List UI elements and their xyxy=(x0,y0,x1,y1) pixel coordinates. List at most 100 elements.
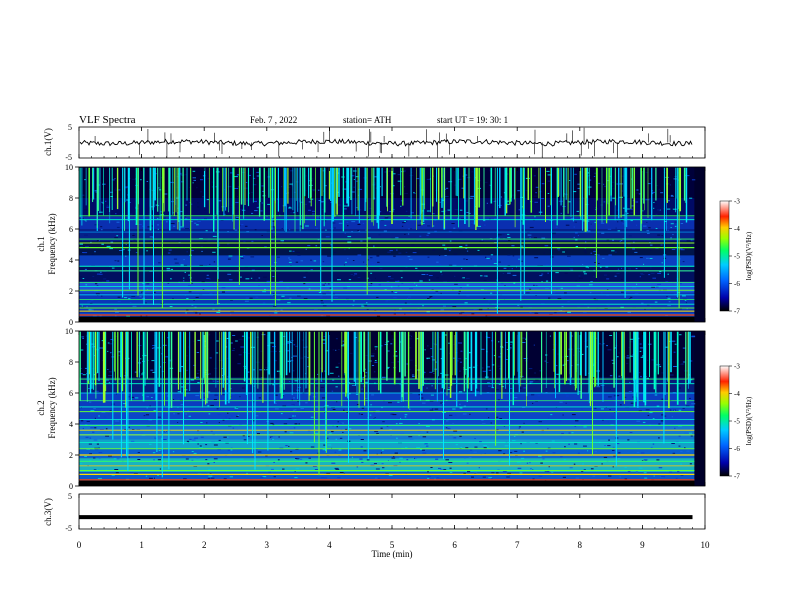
spectrum-speckle xyxy=(514,450,518,452)
spectrum-speckle xyxy=(415,267,418,269)
spectrum-speckle xyxy=(331,431,334,433)
spectrum-speckle xyxy=(337,279,341,281)
spectrum-speckle xyxy=(370,404,372,406)
spectrum-speckle xyxy=(374,360,377,361)
spectrum-speckle xyxy=(283,423,288,425)
spectrum-speckle xyxy=(593,298,596,300)
spectrum-speckle xyxy=(386,281,390,283)
spectrum-speckle xyxy=(404,313,406,315)
spectrum-speckle xyxy=(487,431,489,433)
spectrum-speckle xyxy=(678,243,683,245)
spectrum-speckle xyxy=(308,201,312,203)
spectrum-speckle xyxy=(166,221,168,223)
spectrum-band xyxy=(79,424,695,440)
spectrum-speckle xyxy=(296,206,301,208)
spectrum-speckle xyxy=(242,433,246,435)
spectrum-speckle xyxy=(235,202,239,203)
spectrum-speckle xyxy=(93,439,98,441)
spectrum-speckle xyxy=(574,443,578,445)
spectrum-speckle xyxy=(447,209,451,211)
spectrum-speckle xyxy=(176,212,180,214)
spectrum-speckle xyxy=(517,260,521,262)
spectrum-speckle xyxy=(612,466,614,468)
spectrum-speckle xyxy=(430,348,433,350)
spectrum-speckle xyxy=(640,404,644,406)
spectrum-speckle xyxy=(310,446,315,448)
spectrum-speckle xyxy=(419,397,424,399)
spectrum-speckle xyxy=(570,217,575,219)
spectrum-speckle xyxy=(503,267,507,269)
spectrum-speckle xyxy=(534,216,536,218)
spectrum-speckle xyxy=(577,199,580,201)
spectrum-speckle xyxy=(442,305,446,307)
spectrum-speckle xyxy=(475,391,480,393)
spectrum-speckle xyxy=(447,427,451,429)
spectrum-speckle xyxy=(456,419,459,421)
spectrum-speckle xyxy=(362,376,365,378)
spectrum-speckle xyxy=(297,401,301,403)
spectrum-speckle xyxy=(420,449,423,451)
spectrum-speckle xyxy=(85,436,89,438)
spectrum-speckle xyxy=(404,447,408,449)
spectrum-speckle xyxy=(270,422,274,424)
spectrum-speckle xyxy=(397,401,400,403)
spectrum-speckle xyxy=(453,227,456,229)
spectrum-speckle xyxy=(646,222,648,223)
spectrum-speckle xyxy=(351,221,356,223)
spectrum-speckle xyxy=(274,394,278,396)
spectrum-speckle xyxy=(272,312,275,314)
spectrum-speckle xyxy=(464,457,466,459)
spectrum-speckle xyxy=(234,407,239,409)
spectrum-speckle xyxy=(100,271,102,273)
spectrum-speckle xyxy=(295,261,299,263)
spectrum-speckle xyxy=(111,230,114,232)
spectrum-speckle xyxy=(499,368,501,370)
spectrum-speckle xyxy=(431,408,434,410)
spectrum-speckle xyxy=(227,186,232,188)
spectrum-speckle xyxy=(178,229,181,231)
spectrum-speckle xyxy=(133,239,136,241)
spectrum-speckle xyxy=(147,226,151,228)
spectrum-speckle xyxy=(322,262,325,264)
spectrum-speckle xyxy=(326,437,329,439)
spectrum-speckle xyxy=(405,266,408,268)
spectrum-speckle xyxy=(247,353,250,354)
spectrum-speckle xyxy=(607,445,611,447)
spectrum-speckle xyxy=(117,260,120,262)
spectrum-speckle xyxy=(601,292,603,294)
spectrum-speckle xyxy=(177,413,180,415)
spectrum-speckle xyxy=(386,368,389,369)
spectrum-speckle xyxy=(479,240,484,242)
spectrum-speckle xyxy=(178,245,182,247)
spectrum-speckle xyxy=(360,413,363,415)
spectrum-speckle xyxy=(399,457,403,459)
spectrum-speckle xyxy=(135,252,138,253)
spectrum-speckle xyxy=(392,173,396,175)
spectrum-speckle xyxy=(192,170,196,172)
spectrum-speckle xyxy=(439,255,441,256)
spectrum-speckle xyxy=(228,279,233,281)
spectrum-speckle xyxy=(418,279,422,281)
xtick-label: 7 xyxy=(515,540,520,550)
spectrum-speckle xyxy=(575,232,578,234)
spectrum-speckle xyxy=(130,261,132,263)
spectrum-speckle xyxy=(508,268,511,270)
spectrum-speckle xyxy=(496,429,499,431)
spectrum-speckle xyxy=(313,260,317,262)
spectrum-speckle xyxy=(460,447,463,448)
spectrum-speckle xyxy=(237,248,240,250)
spectrum-speckle xyxy=(214,254,216,256)
spectrum-speckle xyxy=(653,475,655,477)
spectrum-speckle xyxy=(331,293,335,295)
spectrum-speckle xyxy=(236,429,239,431)
spectrum-speckle xyxy=(670,195,674,197)
spectrum-speckle xyxy=(299,201,304,203)
spectrum-speckle xyxy=(441,210,446,212)
spectrum-speckle xyxy=(390,286,393,288)
spectrum-speckle xyxy=(183,478,187,480)
spectrum-speckle xyxy=(294,477,298,479)
spectrum-speckle xyxy=(181,379,183,381)
spectrum-speckle xyxy=(644,477,648,479)
spectrum-speckle xyxy=(330,244,332,246)
